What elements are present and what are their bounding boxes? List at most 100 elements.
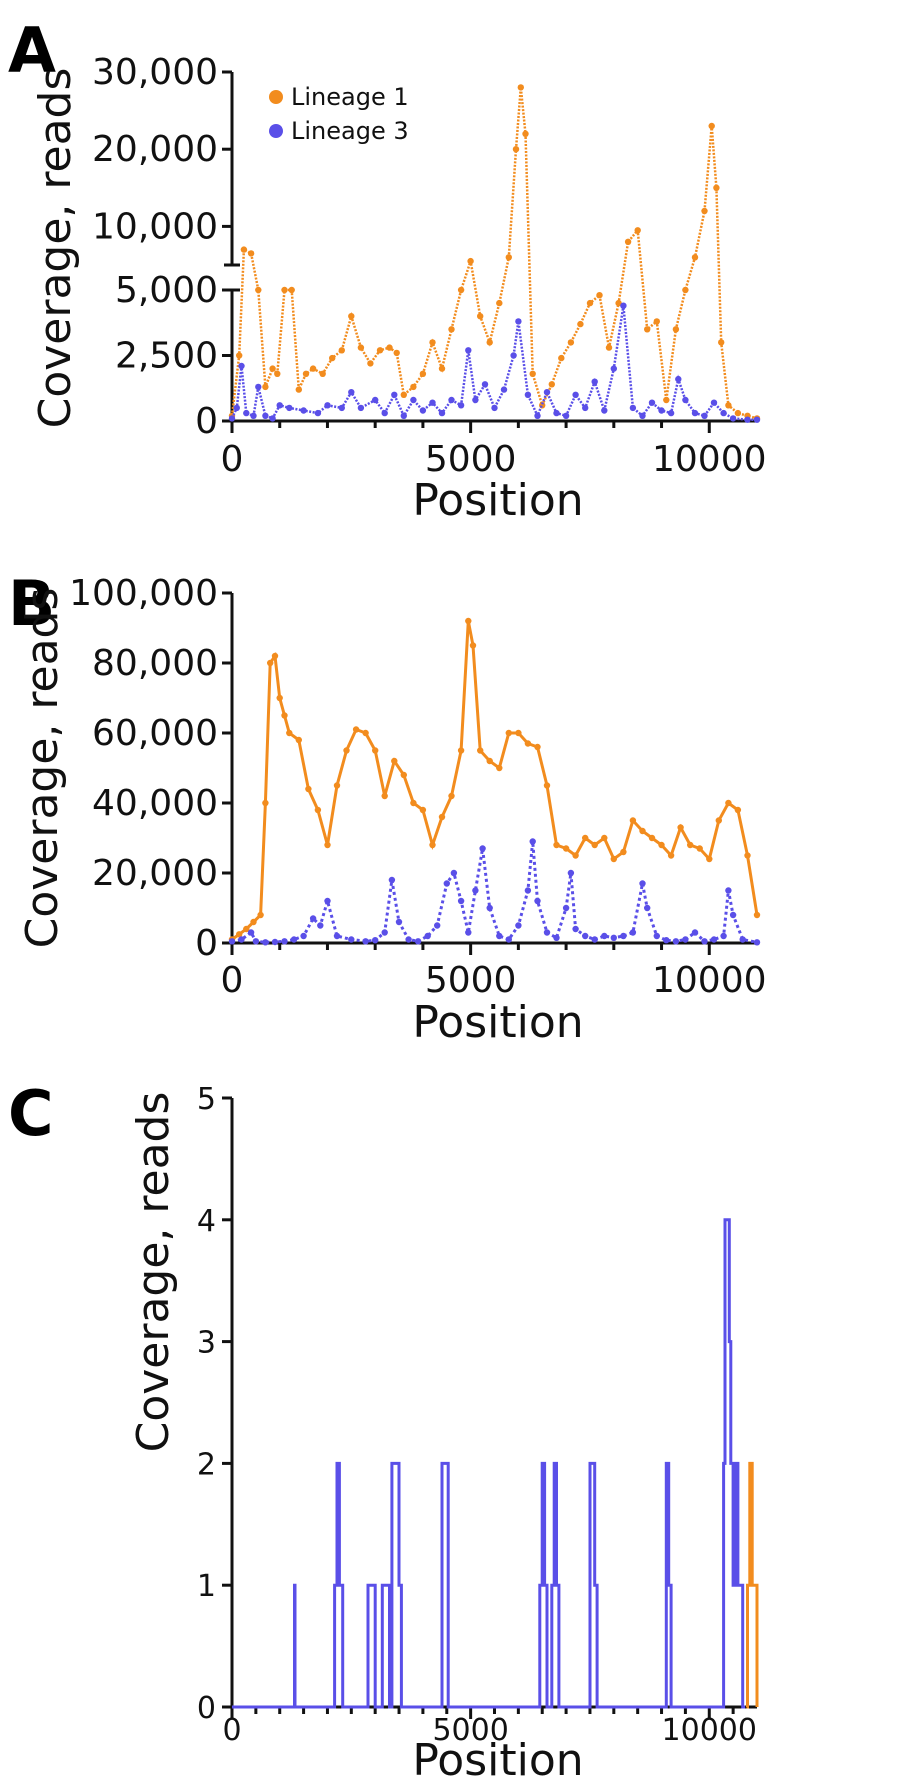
panel-b-point-lineage-3 <box>672 938 680 945</box>
panel-c-data <box>232 1218 759 1709</box>
panel-b-point-lineage-3 <box>529 838 536 845</box>
panel-b-point-lineage-1 <box>658 841 665 849</box>
panel-b-point-lineage-1 <box>333 782 341 789</box>
panel-a-xtick-label: 0 <box>221 439 244 480</box>
panel-b-point-lineage-1 <box>271 652 279 660</box>
panel-b-point-lineage-3 <box>405 936 412 943</box>
panel-b-data <box>228 617 761 946</box>
panel-b-point-lineage-3 <box>333 932 341 940</box>
panel-b-point-lineage-1 <box>477 747 484 754</box>
panel-b-point-lineage-3 <box>496 932 503 940</box>
panel-b-ytick-label: 0 <box>195 923 218 964</box>
panel-b-point-lineage-3 <box>443 880 450 887</box>
panel-a-letter: A <box>8 14 56 87</box>
panel-a-series-line-lineage-3 <box>230 305 757 421</box>
panel-a-ytick-label: 0 <box>195 401 218 442</box>
panel-b: B Coverage, reads Position 0 20,000 40,000… <box>8 567 767 1048</box>
panel-b-point-lineage-1 <box>610 855 617 863</box>
panel-b-point-lineage-3 <box>472 887 479 894</box>
panel-c-xlabel: Position <box>412 1735 583 1786</box>
panel-b-point-lineage-3 <box>739 936 746 943</box>
panel-b-point-lineage-3 <box>505 936 512 943</box>
panel-b-point-lineage-3 <box>486 904 493 912</box>
panel-b-point-lineage-1 <box>267 659 274 667</box>
panel-b-point-lineage-1 <box>281 712 288 719</box>
panel-b-point-lineage-1 <box>496 764 503 772</box>
panel-a-ytick-label: 5,000 <box>115 270 218 311</box>
panel-a-series-line-lineage-1 <box>230 87 758 420</box>
panel-c-letter: C <box>8 1077 54 1150</box>
panel-b-point-lineage-1 <box>629 817 637 824</box>
panel-b-point-lineage-3 <box>567 869 575 877</box>
legend-label-lineage-3: Lineage 3 <box>291 117 409 145</box>
panel-b-point-lineage-3 <box>247 929 255 936</box>
panel-b-point-lineage-1 <box>448 792 455 800</box>
panel-b-point-lineage-3 <box>524 887 532 894</box>
panel-a-xtick-label: 5000 <box>425 439 517 480</box>
panel-a-ytick-label: 2,500 <box>115 336 218 377</box>
panel-b-point-lineage-1 <box>429 841 436 849</box>
panel-b-point-lineage-1 <box>262 799 269 807</box>
panel-c-xtick-label: 10000 <box>662 1713 757 1748</box>
panel-b-ytick-label: 80,000 <box>92 643 218 684</box>
panel-b-point-lineage-1 <box>582 834 589 842</box>
panel-b-point-lineage-1 <box>419 806 427 814</box>
panel-a-axes: 0 2,500 5,000 10,000 20,000 30,000 0 5000 10000 <box>92 52 767 480</box>
panel-b-point-lineage-1 <box>469 642 477 649</box>
panel-a: A Coverage, reads Position Lineage 1 Lin… <box>8 14 767 526</box>
panel-b-ytick-label: 100,000 <box>69 573 218 614</box>
panel-b-point-lineage-3 <box>582 932 589 940</box>
panel-b-point-lineage-3 <box>720 932 727 940</box>
panel-b-point-lineage-3 <box>562 904 570 912</box>
panel-c: C Coverage, reads Position 0 1 2 3 4 5 0 5000 10… <box>8 1077 759 1786</box>
panel-b-point-lineage-3 <box>601 932 608 940</box>
panel-b-point-lineage-1 <box>601 834 608 842</box>
panel-b-point-lineage-3 <box>381 929 388 936</box>
panel-b-point-lineage-3 <box>572 925 579 933</box>
panel-c-xtick-label: 5000 <box>432 1713 508 1748</box>
panel-b-point-lineage-1 <box>305 785 312 793</box>
panel-a-point-lineage-3 <box>753 416 761 423</box>
panel-a-point-lineage-1 <box>517 84 524 91</box>
panel-b-point-lineage-1 <box>286 729 293 737</box>
panel-b-point-lineage-1 <box>295 736 302 744</box>
panel-b-point-lineage-3 <box>515 922 522 929</box>
panel-c-axes: 0 1 2 3 4 5 0 5000 10000 <box>197 1082 757 1748</box>
panel-b-ytick-label: 60,000 <box>92 713 218 754</box>
panel-b-point-lineage-3 <box>639 880 646 887</box>
panel-a-ytick-label: 10,000 <box>92 206 218 247</box>
panel-b-point-lineage-1 <box>524 740 532 747</box>
panel-b-point-lineage-1 <box>457 747 465 754</box>
panel-a-point-lineage-3 <box>465 347 472 354</box>
legend: Lineage 1 Lineage 3 <box>269 83 409 145</box>
panel-b-point-lineage-3 <box>534 897 541 905</box>
panel-b-point-lineage-1 <box>381 792 388 800</box>
panel-b-point-lineage-1 <box>410 799 417 807</box>
panel-b-point-lineage-3 <box>457 897 465 905</box>
panel-c-ylabel: Coverage, reads <box>128 1092 179 1453</box>
panel-b-point-lineage-1 <box>734 806 742 814</box>
panel-b-series-line-lineage-1 <box>231 620 759 941</box>
panel-b-point-lineage-3 <box>450 869 458 877</box>
panel-a-point-lineage-3 <box>515 318 522 325</box>
panel-b-point-lineage-3 <box>479 845 486 852</box>
panel-a-point-lineage-3 <box>744 416 751 423</box>
panel-b-point-lineage-1 <box>438 813 446 821</box>
panel-b-point-lineage-1 <box>352 726 360 733</box>
panel-b-point-lineage-3 <box>362 938 369 945</box>
panel-c-series-step-lineage-3 <box>232 1218 746 1709</box>
panel-c-ytick-label: 0 <box>197 1691 216 1726</box>
panel-b-point-lineage-3 <box>424 932 431 940</box>
panel-b-point-lineage-1 <box>648 834 656 842</box>
panel-b-point-lineage-3 <box>252 938 260 945</box>
panel-b-point-lineage-3 <box>238 936 245 943</box>
panel-b-point-lineage-1 <box>667 852 675 859</box>
panel-b-point-lineage-3 <box>271 938 279 946</box>
panel-b-point-lineage-3 <box>691 929 699 936</box>
panel-a-xtick-label: 10000 <box>652 439 767 480</box>
panel-b-point-lineage-3 <box>434 922 441 929</box>
panel-b-point-lineage-3 <box>610 934 617 941</box>
panel-b-point-lineage-1 <box>677 824 684 831</box>
panel-b-point-lineage-1 <box>257 911 264 919</box>
